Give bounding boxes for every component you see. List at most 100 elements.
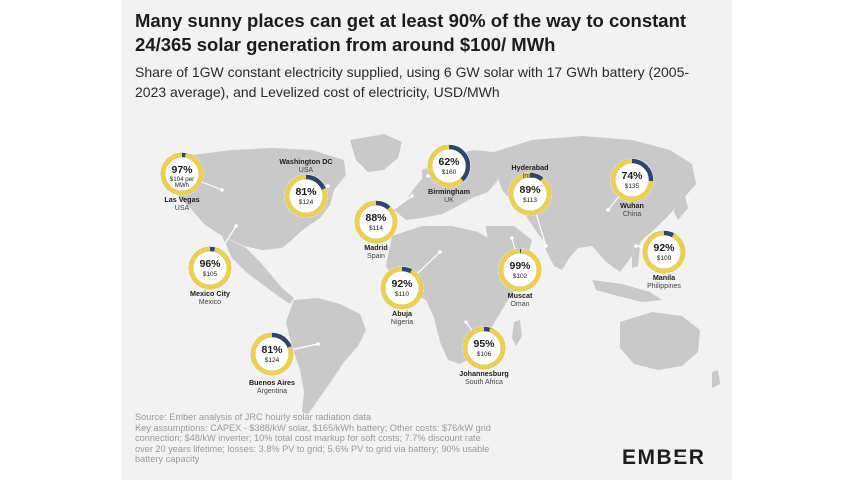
donut-cost-value: $110 [395, 291, 409, 298]
location-country-label: USA [175, 205, 190, 212]
pin-dot [426, 174, 430, 178]
donut-share-arc [498, 248, 542, 292]
donut-share-arc [380, 266, 424, 310]
donut-share-arc [508, 172, 552, 216]
north-america-shape [160, 148, 346, 250]
indonesia-shape [592, 280, 662, 302]
location-city-label: Las Vegas [164, 195, 199, 204]
donut-cost-value: $106 [477, 351, 492, 358]
donut-share-value: 88% [365, 212, 387, 224]
donut-background [160, 152, 204, 196]
australia-shape [620, 312, 700, 370]
location-country-label: China [623, 211, 641, 218]
donut-share-arc [284, 174, 328, 218]
source-line: battery capacity [135, 454, 200, 465]
donut-share-value: 99% [509, 260, 531, 272]
location-city-label: Wuhan [620, 201, 644, 210]
pin-dot [464, 320, 468, 324]
chart-card: Many sunny places can get at least 90% o… [122, 0, 732, 480]
chart-title: Many sunny places can get at least 90% o… [135, 10, 687, 55]
donut-cost-value: $104 per [170, 176, 194, 183]
pin-dot [634, 244, 638, 248]
donut-share-value: 96% [199, 258, 221, 270]
location-country-label: Spain [367, 253, 385, 260]
donut-cost-value: $114 [369, 225, 383, 232]
donut-share-arc [188, 246, 232, 290]
location-city-label: Manila [653, 273, 676, 282]
donut-share-value: 81% [295, 186, 317, 198]
location-city-label: Muscat [508, 291, 533, 300]
source-line: over 20 years lifetime; losses: 3.8% PV … [135, 443, 490, 454]
pin-dot [510, 236, 514, 240]
pin-dot [544, 244, 548, 248]
donut-cost-value: $124 [299, 199, 314, 206]
donut-share-arc [462, 326, 506, 370]
location-country-label: Argentina [257, 388, 287, 395]
pin-dot [316, 342, 320, 346]
source-line: Source: Ember analysis of JRC hourly sol… [135, 412, 371, 422]
pin-dot [220, 188, 224, 192]
donut-background [380, 266, 424, 310]
pin-dot [438, 250, 442, 254]
location-city-label: Madrid [364, 243, 388, 252]
location-country-label: UK [444, 197, 454, 204]
donut-share-value: 74% [621, 170, 643, 182]
location-country-label: South Africa [465, 379, 503, 386]
source-line: connection; $48/kW inverter; 10% total c… [135, 433, 481, 444]
location-country-label: Oman [510, 301, 529, 308]
location-city-label: Birmingham [428, 187, 470, 196]
greenland-shape [350, 134, 402, 172]
donut-share-arc [642, 230, 686, 274]
donut-background [284, 174, 328, 218]
source-line: Key assumptions: CAPEX - $388/kW solar, … [135, 422, 491, 433]
ember-logo: EMBER [622, 446, 706, 469]
donut-background [508, 172, 552, 216]
south-america-shape [286, 298, 366, 414]
pin-dot [234, 224, 238, 228]
donut-cost-value: $135 [625, 183, 640, 190]
donut-background [250, 332, 294, 376]
central-america-shape [222, 236, 294, 304]
location-city-label: Hyderabad [511, 163, 548, 172]
donut-cost-value: $102 [513, 273, 528, 280]
donut-share-value: 92% [653, 242, 675, 254]
donut-share-arc [427, 144, 471, 188]
donut-share-value: 62% [438, 156, 460, 168]
donut-cost-value: $109 [657, 255, 672, 262]
location-country-label: USA [299, 167, 314, 174]
location-city-label: Abuja [392, 309, 413, 318]
source-note: Source: Ember analysis of JRC hourly sol… [135, 412, 615, 465]
chart-subtitle: Share of 1GW constant electricity suppli… [135, 64, 690, 100]
location-city-label: Mexico City [190, 289, 230, 298]
donut-share-value: 89% [519, 184, 541, 196]
donut-background [427, 144, 471, 188]
donut-share-arc [354, 200, 398, 244]
donut-share-arc [610, 158, 654, 202]
pin-dot [326, 184, 330, 188]
donut-cost-value: $105 [203, 271, 218, 278]
location-country-label: Nigeria [391, 319, 413, 326]
donut-cost-value: $124 [265, 357, 280, 364]
philippines-shape [632, 244, 640, 268]
donut-cost-value: $113 [523, 197, 537, 204]
india-shape [542, 232, 574, 270]
location-city-label: Johannesburg [459, 369, 509, 378]
location-country-label: Philippines [647, 283, 681, 290]
donut-background [610, 158, 654, 202]
location-city-label: Buenos Aires [249, 378, 295, 387]
donut-share-value: 92% [391, 278, 413, 290]
japan-shape [674, 192, 688, 220]
